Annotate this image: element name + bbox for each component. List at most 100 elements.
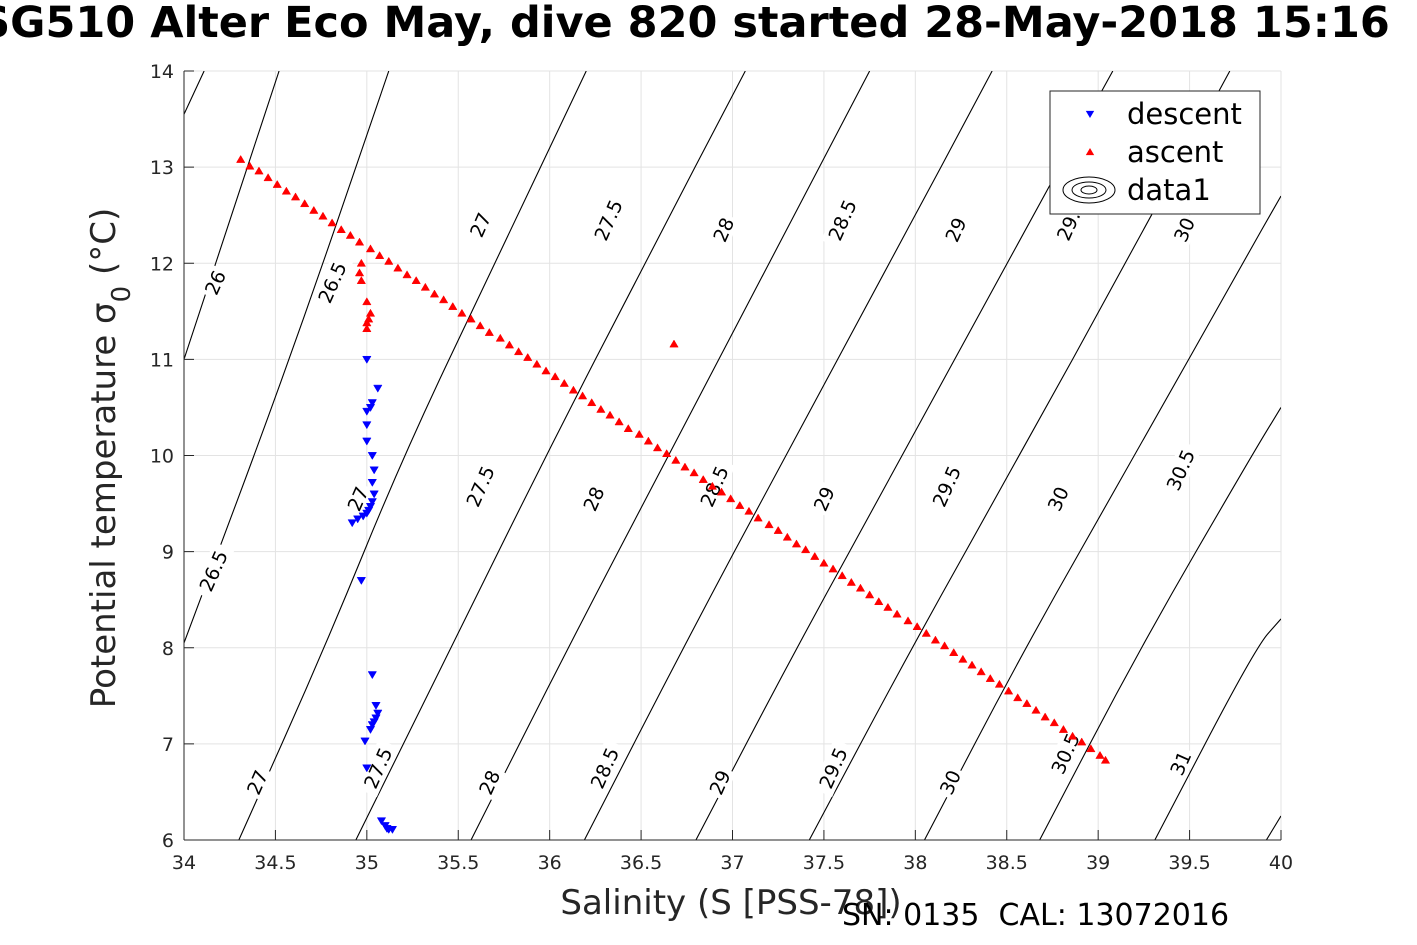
contour-label-27: 27 [240,764,274,801]
ascent-point [643,436,654,445]
ascent-point [568,385,579,394]
descent-point [369,490,379,499]
contour-label-27: 27 [464,206,497,243]
contour-line-30 [923,195,1281,840]
ascent-point [753,513,763,522]
x-tick-label: 40 [1269,852,1293,874]
descent-point [362,421,372,430]
ascent-point [272,179,282,188]
contour-label-bg [1164,744,1197,782]
legend-label-descent: descent [1127,97,1242,131]
chart-title-text: SG510 Alter Eco May, dive 820 started 28… [0,0,1390,48]
descent-point [373,384,383,393]
contour-label-27.5: 27.5 [356,738,399,798]
x-tick-label: 35.5 [437,852,479,874]
descent-point [360,737,370,746]
axes [183,70,1282,841]
contour-label-text: 29.5 [929,463,966,511]
ascent-point [967,660,977,669]
contour-label-bg [583,738,626,798]
descent-point [367,399,377,408]
ascent-point [345,230,356,239]
contour-label-bg [240,764,274,801]
legend: descent ascent data1 [1049,90,1261,215]
ascent-point [327,218,337,227]
contour-label-text: 30.5 [1163,447,1200,495]
contour-label-29: 29 [939,211,972,248]
ascent-point [800,545,811,554]
ascent-point [1058,724,1069,733]
ascent-point [939,641,950,650]
ascent-point [438,295,449,304]
contour-line-31 [1154,618,1281,840]
ascent-point [356,258,366,267]
contour-label-text: 27.5 [462,463,499,511]
descent-point [365,503,376,511]
contour-label-bg [807,480,841,517]
contour-label-29: 29 [807,480,841,517]
descent-point [387,826,398,834]
ascent-point [903,616,913,625]
ascent-point [309,205,319,214]
contour-label-text: 28.5 [824,197,861,245]
ascent-point [429,289,440,298]
contour-label-28: 28 [473,764,506,801]
ascent-point [855,583,866,592]
ascent-point [245,161,255,170]
ascent-point [1013,693,1023,702]
x-tick-label: 39 [1086,852,1110,874]
legend-label-data1: data1 [1127,173,1211,207]
contour-label-28: 28 [707,211,740,248]
contour-label-31: 31 [1164,744,1197,782]
ascent-point [374,251,385,259]
contour-line-27.5 [355,71,746,840]
contour-label-text: 26.5 [196,547,233,595]
ascent-point [819,558,829,567]
descent-series [347,355,398,834]
contour-line-26.5 [184,71,390,644]
contour-line-26 [184,71,280,360]
contour-line-27 [238,71,587,840]
y-tick-label: 14 [150,61,174,83]
contour-label-26.5: 26.5 [311,253,354,312]
y-tick-label: 13 [150,157,174,179]
contour-label-27.5: 27.5 [587,190,630,250]
x-tick-label: 35 [355,852,379,874]
ascent-point [1040,712,1050,721]
contour-label-text: 27.5 [590,197,627,245]
ascent-point [744,506,754,515]
ascent-point [949,648,959,656]
contour-label-bg [587,190,630,250]
ascent-point [318,211,328,220]
x-tick-label: 39.5 [1168,852,1210,874]
ascent-point [559,378,569,387]
ascent-point [466,314,476,323]
descent-point [365,726,376,734]
ascent-point [1067,731,1078,740]
descent-point [371,714,381,723]
ascent-point [976,667,986,676]
ascent-point [874,597,884,606]
ascent-point [356,276,366,284]
ascent-point [634,429,644,438]
ascent-point [764,520,774,529]
x-tick-label: 36.5 [620,852,662,874]
contour-label-text: 28.5 [587,745,624,793]
contour-label-text: 26.5 [314,259,351,307]
ascent-point [958,654,968,663]
contour-label-bg [925,457,968,516]
contour-line-31.5 [1265,815,1281,840]
ascent-point [290,192,301,201]
ascent-point [354,237,365,246]
contour-line-30.5 [1039,407,1281,840]
y-axis-label-text: Potential temperature σ0 (°C) [84,208,137,708]
ascent-point [393,263,403,272]
contour-label-30: 30 [1167,211,1201,248]
ascent-point [365,308,376,317]
contour-label-bg [577,480,610,517]
ascent-point [1022,699,1032,707]
contour-line-26.5 [184,71,205,115]
contour-label-bg [812,738,855,798]
contour-label-bg [1159,440,1202,500]
